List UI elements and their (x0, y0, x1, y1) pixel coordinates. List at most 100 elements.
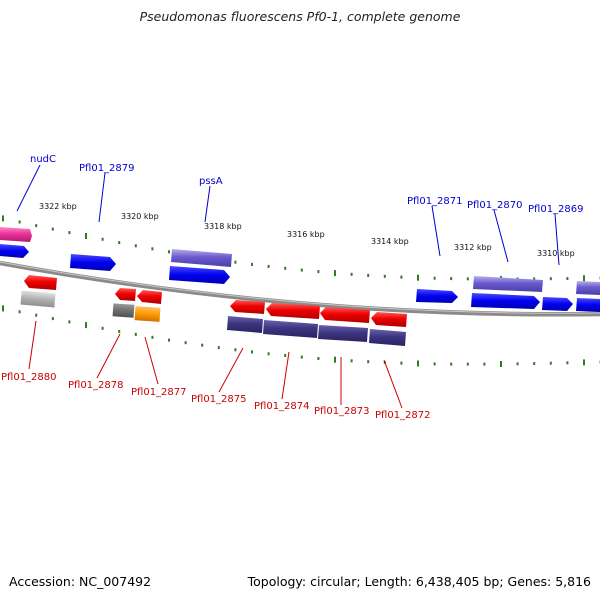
scale-tick (566, 361, 569, 365)
gene-arrow-pfl01-2872[interactable] (371, 312, 407, 327)
scale-tick (51, 317, 54, 321)
scale-tick (417, 274, 419, 281)
scale-tick (300, 355, 303, 359)
gene-label-pfl01-2872[interactable]: Pfl01_2872 (375, 410, 431, 421)
gene-label-pfl01-2874[interactable]: Pfl01_2874 (254, 401, 310, 412)
scale-label: 3316 kbp (287, 230, 325, 239)
scale-tick (334, 356, 336, 363)
scale-tick (350, 272, 353, 276)
scale-tick (583, 359, 585, 366)
gene-arrow-pfl01-2880[interactable] (24, 275, 57, 290)
scale-tick (118, 241, 121, 245)
scale-tick (2, 215, 4, 222)
scale-tick (234, 348, 237, 352)
scale-tick (549, 277, 552, 281)
gene-arrow-pfl01-2869[interactable] (542, 297, 573, 311)
scale-tick (184, 341, 187, 345)
scale-tick (500, 361, 502, 367)
scale-tick (383, 274, 386, 278)
gene-box-pfl01-2875[interactable] (227, 316, 263, 333)
gene-label-pfl01-2871[interactable]: Pfl01_2871 (407, 196, 463, 207)
scale-tick (516, 362, 519, 366)
scale-tick (583, 275, 585, 282)
scale-tick (101, 326, 104, 330)
gene-arrow-nudc[interactable] (0, 227, 32, 242)
gene-arrow-pfl01-2874[interactable] (266, 303, 320, 319)
gene-arrow-pfl01-2870[interactable] (471, 293, 540, 309)
gene-box-pfl01-2877[interactable] (134, 306, 161, 322)
gene-label-pfl01-2879[interactable]: Pfl01_2879 (79, 163, 135, 174)
scale-tick (101, 237, 104, 241)
gene-arrow-pfl01-2877[interactable] (137, 290, 162, 304)
gene-label-pfl01-2875[interactable]: Pfl01_2875 (191, 394, 247, 405)
gene-box-pfl01-2873[interactable] (318, 325, 368, 342)
scale-label: 3318 kbp (204, 222, 242, 231)
reverse-gene-labels: Pfl01_2880 Pfl01_2878 Pfl01_2877 Pfl01_2… (1, 372, 431, 421)
scale-tick (35, 224, 38, 228)
inner-scale-track (2, 305, 600, 367)
scale-tick (217, 346, 220, 350)
scale-tick (400, 275, 403, 279)
scale-tick (317, 270, 320, 274)
scale-tick (483, 362, 486, 366)
genome-backbone (0, 260, 600, 317)
gene-arrow-pfl01-2878[interactable] (115, 288, 136, 301)
scale-tick (284, 354, 287, 357)
gene-arrow-pfl01-2873[interactable] (320, 307, 370, 323)
gene-arrow-pfl01-2871[interactable] (416, 289, 458, 303)
gene-label-nudc[interactable]: nudC (30, 154, 56, 165)
gene-label-pfl01-2873[interactable]: Pfl01_2873 (314, 406, 370, 417)
scale-tick (450, 362, 453, 366)
gene-arrow-edge-blue[interactable] (576, 298, 600, 312)
scale-tick (417, 360, 419, 367)
gene-label-pfl01-2880[interactable]: Pfl01_2880 (1, 372, 57, 383)
gene-box-pfl01-2874[interactable] (263, 320, 318, 338)
gene-box-pfl01-2878[interactable] (112, 303, 135, 318)
scale-tick (433, 276, 436, 280)
gene-arrow-pssa-purple[interactable] (171, 249, 232, 267)
scale-tick (533, 362, 536, 365)
gene-arrow-pfl01-2879[interactable] (70, 254, 116, 271)
scale-tick (400, 361, 403, 365)
gene-label-pfl01-2869[interactable]: Pfl01_2869 (528, 204, 584, 215)
scale-tick (433, 362, 436, 366)
scale-tick (251, 350, 253, 354)
scale-tick (68, 320, 71, 324)
scale-tick (134, 332, 137, 336)
gene-arrow-pfl01-2875[interactable] (230, 300, 265, 314)
scale-tick (51, 227, 54, 231)
accession-text: Accession: NC_007492 (9, 574, 152, 589)
scale-tick (2, 305, 4, 312)
gene-label-pfl01-2870[interactable]: Pfl01_2870 (467, 200, 523, 211)
gene-arrow-nudc-blue[interactable] (0, 244, 29, 258)
topology-text: Topology: circular; Length: 6,438,405 bp… (247, 574, 591, 589)
scale-tick (284, 266, 287, 270)
scale-label: 3322 kbp (39, 202, 77, 211)
gene-arrow-pfl01-2870-purple[interactable] (473, 276, 543, 292)
scale-tick (334, 270, 336, 277)
gene-label-pfl01-2878[interactable]: Pfl01_2878 (68, 380, 124, 391)
gene-label-pfl01-2877[interactable]: Pfl01_2877 (131, 387, 187, 398)
gene-arrow-edge-purple[interactable] (576, 281, 600, 295)
scale-tick (18, 220, 21, 224)
scale-label: 3312 kbp (454, 243, 492, 252)
scale-label: 3320 kbp (121, 212, 159, 221)
scale-tick (466, 277, 469, 281)
reverse-genes (20, 275, 407, 346)
scale-tick (234, 260, 237, 264)
gene-label-pssa[interactable]: pssA (199, 176, 223, 187)
scale-label: 3310 kbp (537, 249, 575, 258)
scale-tick (118, 329, 121, 333)
scale-tick (201, 343, 204, 347)
scale-tick (168, 250, 170, 254)
scale-tick (367, 273, 370, 277)
scale-tick (134, 244, 137, 248)
gene-arrow-pssa[interactable] (169, 266, 230, 284)
scale-tick (450, 277, 453, 281)
scale-tick (350, 359, 353, 363)
forward-gene-labels: nudC Pfl01_2879 pssA Pfl01_2871 Pfl01_28… (30, 154, 584, 215)
gene-box-pfl01-2872[interactable] (369, 329, 406, 346)
gene-box-pfl01-2880[interactable] (20, 290, 56, 308)
scale-labels: 3322 kbp 3320 kbp 3318 kbp 3316 kbp 3314… (39, 202, 575, 258)
